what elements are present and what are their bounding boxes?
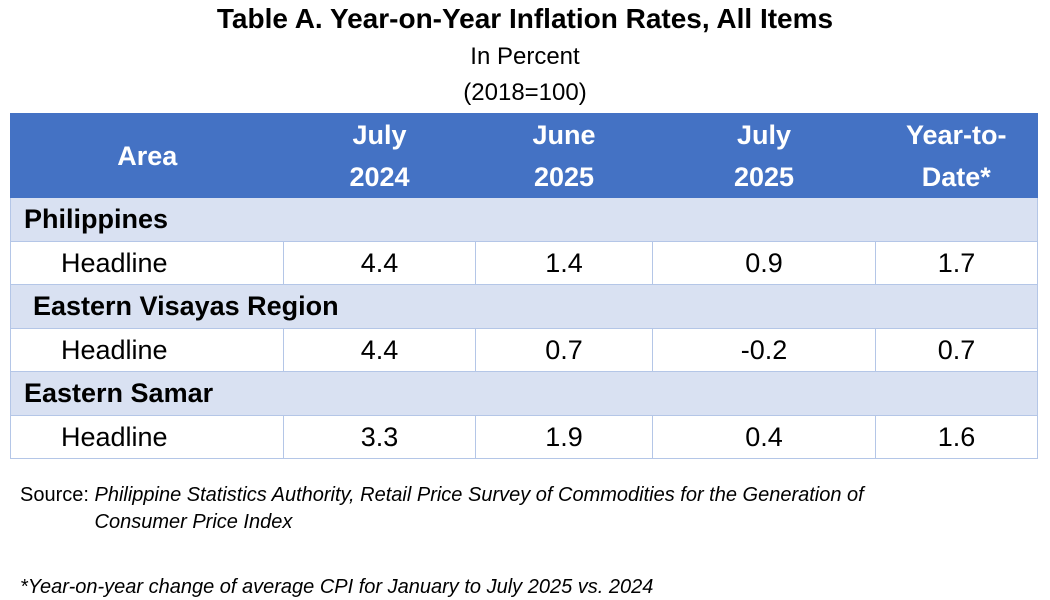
- value-cell: 0.4: [652, 415, 876, 459]
- header-line: 2025: [533, 162, 595, 192]
- region-label: Philippines: [24, 204, 169, 234]
- region-row-eastern-samar: Eastern Samar: [10, 371, 1038, 416]
- source-text: Philippine Statistics Authority, Retail …: [94, 484, 864, 533]
- source-label: Source:: [20, 484, 89, 506]
- region-cell: Philippines: [10, 198, 1038, 242]
- header-line: July: [352, 120, 407, 150]
- header-line: 2024: [349, 162, 410, 192]
- table-unit-subtitle: In Percent: [470, 43, 580, 70]
- header-area: Area: [10, 113, 284, 198]
- header-line: 2025: [733, 162, 795, 192]
- value-cell: 0.7: [475, 328, 653, 372]
- table-title: Table A. Year-on-Year Inflation Rates, A…: [216, 3, 834, 34]
- row-label: Headline: [10, 415, 284, 459]
- table-row: Headline 3.3 1.9 0.4 1.6: [10, 415, 1038, 459]
- table-row: Headline 4.4 1.4 0.9 1.7: [10, 241, 1038, 285]
- source-note: Source: Philippine Statistics Authority,…: [20, 482, 915, 536]
- row-label: Headline: [10, 241, 284, 285]
- value-cell: 1.4: [475, 241, 653, 285]
- region-cell: Eastern Samar: [10, 371, 1038, 416]
- row-label: Headline: [10, 328, 284, 372]
- table-header-row: Area July 2024 June 2025 July 2025 Year-…: [10, 113, 1038, 198]
- value-cell: 0.7: [875, 328, 1038, 372]
- table-row: Headline 4.4 0.7 -0.2 0.7: [10, 328, 1038, 372]
- header-july-2025: July 2025: [652, 113, 876, 198]
- value-cell: 1.7: [875, 241, 1038, 285]
- region-label: Eastern Visayas Region: [33, 291, 339, 321]
- value-cell: 0.9: [652, 241, 876, 285]
- region-row-philippines: Philippines: [10, 198, 1038, 242]
- footnote: *Year-on-year change of average CPI for …: [20, 576, 654, 598]
- region-label: Eastern Samar: [24, 378, 214, 408]
- region-cell: Eastern Visayas Region: [10, 284, 1038, 329]
- header-line: June: [532, 120, 596, 150]
- value-cell: -0.2: [652, 328, 876, 372]
- header-line: Year-to-: [905, 120, 1007, 150]
- header-line: Date*: [921, 162, 991, 192]
- table-base-year-subtitle: (2018=100): [463, 79, 587, 106]
- region-row-eastern-visayas: Eastern Visayas Region: [10, 284, 1038, 329]
- header-year-to-date: Year-to- Date*: [875, 113, 1038, 198]
- value-cell: 4.4: [283, 241, 476, 285]
- value-cell: 3.3: [283, 415, 476, 459]
- header-july-2024: July 2024: [283, 113, 476, 198]
- header-area-label: Area: [117, 141, 178, 171]
- inflation-table: Area July 2024 June 2025 July 2025 Year-…: [10, 113, 1038, 459]
- value-cell: 1.9: [475, 415, 653, 459]
- header-line: July: [736, 120, 792, 150]
- value-cell: 1.6: [875, 415, 1038, 459]
- header-june-2025: June 2025: [475, 113, 653, 198]
- value-cell: 4.4: [283, 328, 476, 372]
